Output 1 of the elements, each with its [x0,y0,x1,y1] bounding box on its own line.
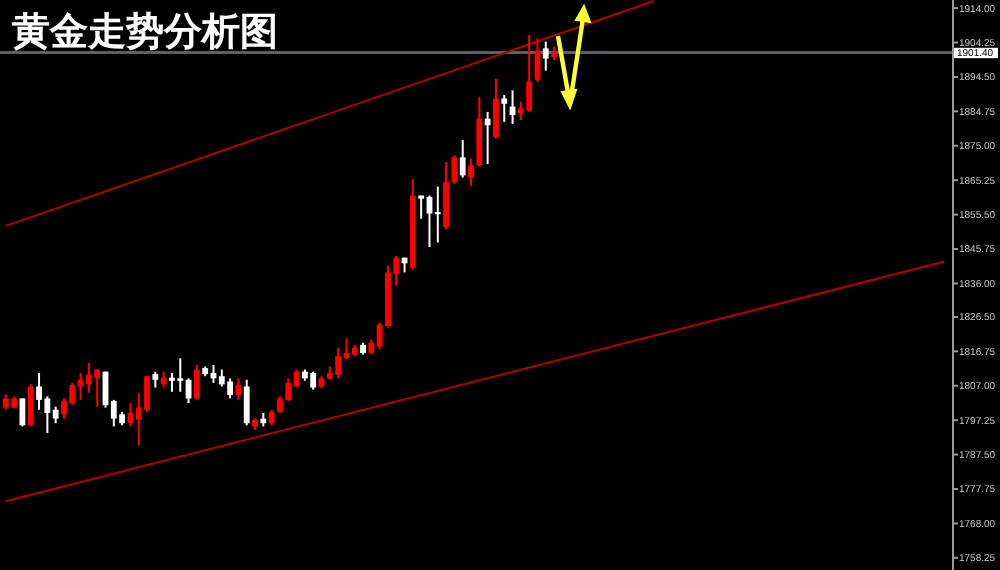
chart-title: 黄金走势分析图 [10,10,278,54]
